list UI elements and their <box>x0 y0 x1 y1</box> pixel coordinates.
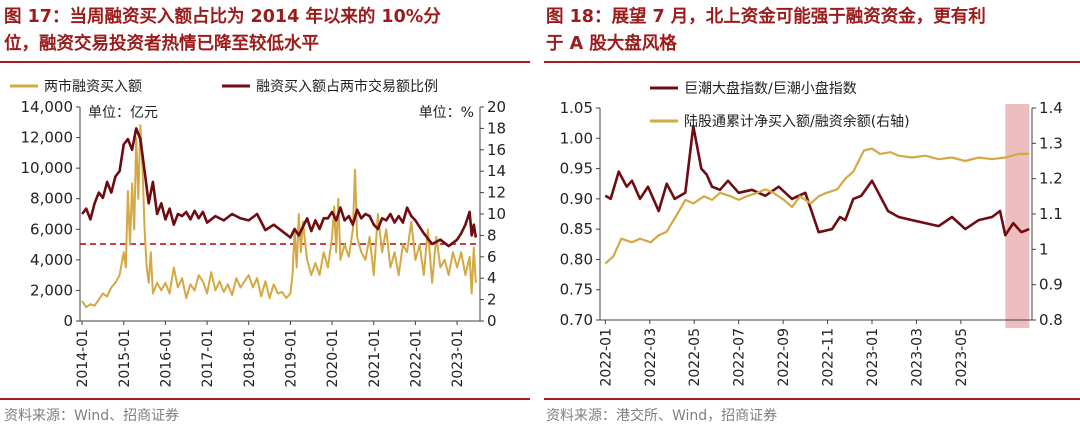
y-right-tick-label: 1 <box>1039 240 1049 258</box>
source-note-right: 资料来源：港交所、Wind，招商证券 <box>546 408 778 424</box>
chart-title-right: 图 18：展望 7 月，北上资金可能强于融资资金，更有利 于 A 股大盘风格 <box>546 4 1076 58</box>
y-right-tick-label: 10 <box>487 205 506 223</box>
x-tick-label: 2023-05 <box>954 328 970 387</box>
y-right-tick-label: 1.4 <box>1039 99 1063 117</box>
chart-title-right-line2: 于 A 股大盘风格 <box>546 34 677 54</box>
x-tick-label: 2022-11 <box>821 328 837 387</box>
x-tick-label: 2017-01 <box>200 329 216 388</box>
title-rule-right <box>544 61 1080 63</box>
y-right-tick-label: 4 <box>487 269 497 287</box>
series-line-2 <box>604 147 1030 265</box>
legend-label-1: 巨潮大盘指数/巨潮小盘指数 <box>684 80 857 97</box>
x-tick-label: 2018-01 <box>242 329 258 388</box>
legend-label-2: 融资买入额占两市交易额比例 <box>256 78 438 95</box>
x-tick-label: 2015-01 <box>117 329 133 388</box>
x-tick-label: 2023-01 <box>865 328 881 387</box>
y-left-tick-label: 8,000 <box>30 190 73 208</box>
y-right-tick-label: 1.2 <box>1039 170 1063 188</box>
y-left-tick-label: 14,000 <box>21 98 74 116</box>
y-left-tick-label: 2,000 <box>30 281 73 299</box>
source-rule-left <box>0 398 530 400</box>
x-tick-label: 2022-03 <box>643 328 659 387</box>
legend-label-2: 陆股通累计净买入额/融资余额(右轴) <box>684 113 910 130</box>
y-left-tick-label: 0.70 <box>560 311 593 329</box>
x-tick-label: 2016-01 <box>158 329 174 388</box>
chart-title-left: 图 17：当周融资买入额占比为 2014 年以来的 10%分 位，融资交易投资者… <box>4 4 524 58</box>
x-tick-label: 2022-09 <box>776 328 792 387</box>
y-left-tick-label: 10,000 <box>21 159 74 177</box>
y-left-tick-label: 1.05 <box>560 99 593 117</box>
unit-label-left: 单位：亿元 <box>88 105 158 121</box>
x-tick-label: 2023-01 <box>450 329 466 388</box>
chart-title-left-line2: 位，融资交易投资者热情已降至较低水平 <box>4 34 319 54</box>
y-right-tick-label: 1.1 <box>1039 205 1063 223</box>
y-right-tick-label: 18 <box>487 119 506 137</box>
x-tick-label: 2014-01 <box>75 329 91 388</box>
y-right-tick-label: 0.9 <box>1039 276 1063 294</box>
series-line-1 <box>81 124 477 309</box>
chart-title-right-line1: 图 18：展望 7 月，北上资金可能强于融资资金，更有利 <box>546 7 986 27</box>
title-rule-left <box>0 61 530 63</box>
y-right-tick-label: 20 <box>487 98 506 116</box>
y-right-tick-label: 6 <box>487 248 497 266</box>
y-right-tick-label: 0 <box>487 312 497 330</box>
y-left-tick-label: 0.95 <box>560 160 593 178</box>
source-note-left: 资料来源：Wind、招商证券 <box>4 408 180 424</box>
chart-right-style-ratio: 0.70 0.75 0.80 0.85 0.90 0.95 1.00 1.05 0.8 0.9 1 1… <box>560 80 1063 387</box>
y-right-tick-label: 0.8 <box>1039 311 1063 329</box>
legend-label-1: 两市融资买入额 <box>44 78 142 95</box>
x-tick-label: 2021-01 <box>367 329 383 388</box>
y-left-tick-label: 6,000 <box>30 220 73 238</box>
unit-label-right: 单位：% <box>419 105 474 121</box>
y-right-tick-label: 8 <box>487 226 497 244</box>
y-right-tick-label: 16 <box>487 141 506 159</box>
y-left-tick-label: 4,000 <box>30 251 73 269</box>
x-tick-label: 2019-01 <box>283 329 299 388</box>
y-right-tick-label: 1.3 <box>1039 134 1063 152</box>
chart-left-margin-financing: 0 2,000 4,000 6,000 8,000 10,000 12,000 14,000 0… <box>10 78 506 388</box>
y-left-tick-label: 0.75 <box>560 281 593 299</box>
series-line-1 <box>604 124 1030 237</box>
y-left-tick-label: 12,000 <box>21 129 74 147</box>
y-right-tick-label: 12 <box>487 184 506 202</box>
x-tick-label: 2022-05 <box>687 328 703 387</box>
x-tick-label: 2022-07 <box>732 328 748 387</box>
y-right-tick-label: 14 <box>487 162 506 180</box>
x-tick-label: 2020-01 <box>325 329 341 388</box>
y-left-tick-label: 0.85 <box>560 220 593 238</box>
y-left-tick-label: 1.00 <box>560 129 593 147</box>
x-tick-label: 2022-01 <box>408 329 424 388</box>
series-line-2 <box>81 127 478 248</box>
y-left-tick-label: 0 <box>63 312 73 330</box>
x-tick-label: 2022-01 <box>598 328 614 387</box>
y-right-tick-label: 2 <box>487 291 497 309</box>
y-left-tick-label: 0.90 <box>560 190 593 208</box>
highlight-band <box>1005 104 1030 328</box>
chart-title-left-line1: 图 17：当周融资买入额占比为 2014 年以来的 10%分 <box>4 7 441 27</box>
y-left-tick-label: 0.80 <box>560 250 593 268</box>
x-tick-label: 2023-03 <box>909 328 925 387</box>
source-rule-right <box>544 398 1080 400</box>
